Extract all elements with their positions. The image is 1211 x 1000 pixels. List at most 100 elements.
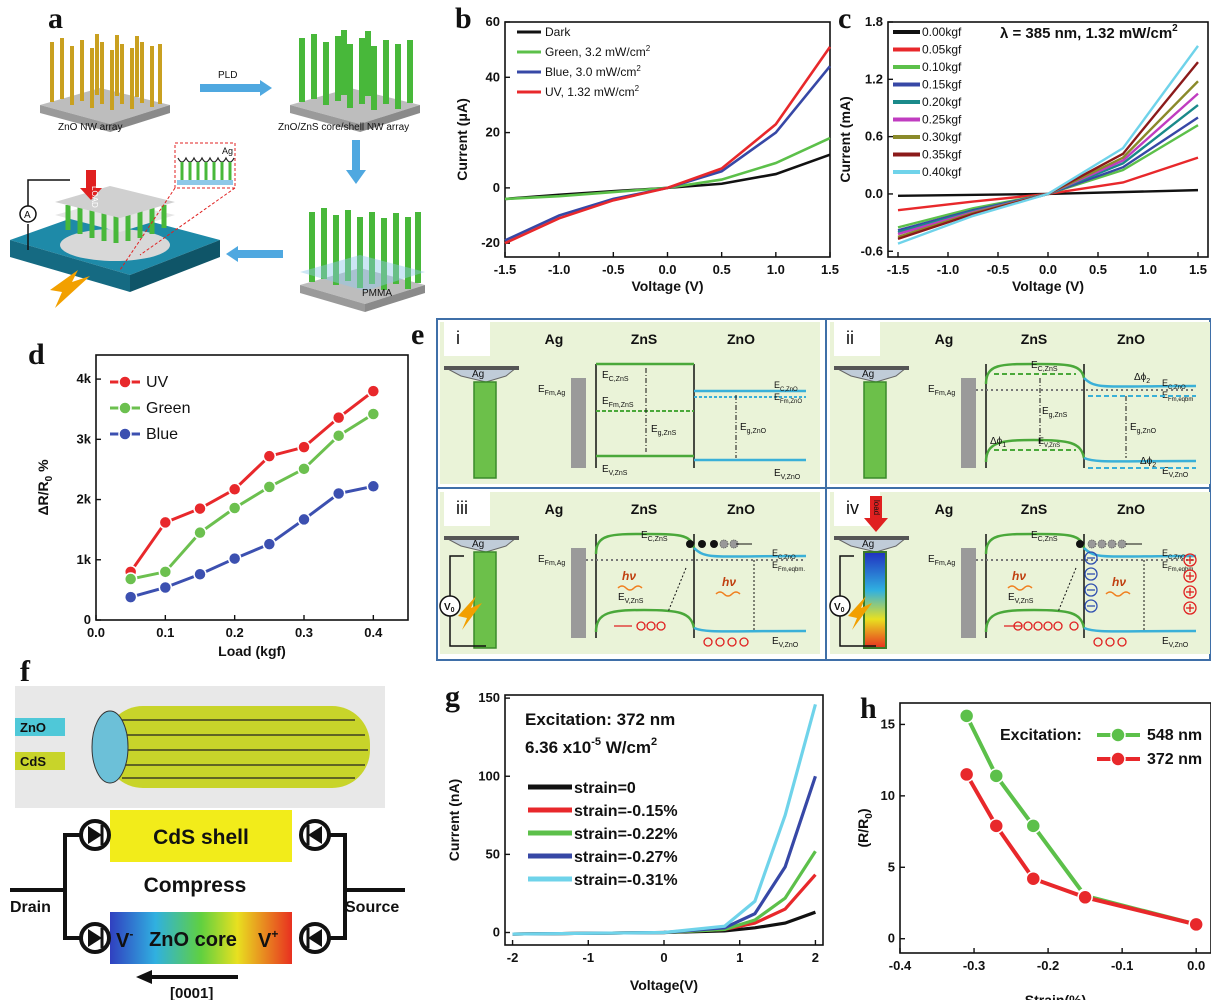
pmma-array-illustration xyxy=(300,208,425,312)
y-axis-title: (R/R0) xyxy=(855,808,875,847)
ag-metal-block xyxy=(571,548,586,638)
label-pmma: PMMA xyxy=(362,288,392,299)
hole-icon xyxy=(1023,621,1033,631)
circuit-wires xyxy=(10,833,405,940)
down-arrow xyxy=(346,140,366,184)
x-tick-label: 0.4 xyxy=(364,625,383,640)
efm-ag-label: EFm,Ag xyxy=(538,384,565,397)
panel-label-e: e xyxy=(411,318,425,351)
data-point xyxy=(958,708,975,724)
plot-frame xyxy=(504,694,824,946)
hv-label-2: hν xyxy=(722,575,736,589)
inset-zoom xyxy=(119,142,236,271)
hv-label-2: hν xyxy=(1112,575,1126,589)
y-axis-title-main: (R/R xyxy=(855,819,871,848)
column-zns: ZnS xyxy=(1021,331,1047,347)
ec-zns-label: EC,ZnS xyxy=(1031,360,1058,373)
x-tick-label: 1.5 xyxy=(1189,262,1207,277)
ec-zns-label-sub: C,ZnS xyxy=(609,376,629,383)
roman-label-bg xyxy=(834,320,880,356)
zno-conduction-band xyxy=(1083,377,1197,388)
x-tick-label: -1.0 xyxy=(548,262,570,277)
label-load: LOAD xyxy=(90,186,99,208)
x-tick-label: 0.5 xyxy=(713,262,731,277)
chart-c-title: λ = 385 nm, 1.32 mW/cm2 xyxy=(1000,23,1178,42)
efm-eqbm-label-sub: Fm,eqbm xyxy=(1168,397,1193,403)
y-tick-label: 5 xyxy=(888,859,895,874)
v0-label: V0 xyxy=(834,602,845,614)
v0-main: V xyxy=(834,602,841,613)
positive-charge-icon xyxy=(1183,585,1197,599)
device-illustration xyxy=(10,170,220,308)
eg-zns-label-main: E xyxy=(1042,406,1049,417)
y-tick-label: 4k xyxy=(77,371,92,386)
photon-wave-icon-1 xyxy=(617,585,643,591)
eg-zno-label-sub: g,ZnO xyxy=(1137,428,1157,435)
ag-metal-block xyxy=(961,548,976,638)
y-axis-title-tail: % xyxy=(35,459,51,476)
legend-label-8: 0.40kgf xyxy=(922,165,962,179)
column-ag: Ag xyxy=(545,501,564,517)
data-point xyxy=(297,512,311,527)
efm-zns-label: EFm,ZnS xyxy=(602,396,634,409)
column-zno: ZnO xyxy=(727,331,755,347)
legend-label-3: strain=-0.27% xyxy=(574,849,678,866)
photon-wave-icon-2 xyxy=(1105,591,1131,597)
x-tick-label: -1.0 xyxy=(937,262,959,277)
positive-charge-icon xyxy=(1183,601,1197,615)
efm-eqbm-label-sub: Fm,eqbm xyxy=(1168,567,1193,573)
x-axis-title: Strain(%) xyxy=(1025,992,1086,1000)
data-point xyxy=(331,486,346,501)
x-tick-label: 0.2 xyxy=(226,625,244,640)
column-zns: ZnS xyxy=(1021,501,1047,517)
zns-valence-band xyxy=(594,608,696,633)
hole-icon xyxy=(727,637,737,647)
y-axis-title-sub: 0 xyxy=(864,813,875,819)
efm-zns-label-main: E xyxy=(602,396,609,407)
y-tick-label: 50 xyxy=(486,846,500,861)
chart-c-title-sup: 2 xyxy=(1172,23,1178,34)
data-point xyxy=(1025,818,1042,834)
data-point xyxy=(988,768,1005,784)
ev-zns-label: EV,ZnS xyxy=(1008,592,1034,605)
ec-zno-label-main: E xyxy=(1162,548,1168,558)
light-bolt-icon xyxy=(848,596,872,630)
load-arrow-icon xyxy=(870,496,882,520)
electron-faint-icon xyxy=(1107,539,1117,549)
y-axis-title: Current (nA) xyxy=(446,779,462,861)
y-tick-label: 0 xyxy=(888,931,895,946)
diode-icon-1 xyxy=(79,819,111,851)
negative-charge-icon xyxy=(1084,567,1098,581)
eg-zno-label-sub: g,ZnO xyxy=(747,428,767,435)
x-tick-label: -1.5 xyxy=(887,262,909,277)
ev-zno-label-sub: V,ZnO xyxy=(1169,472,1189,479)
column-zno: ZnO xyxy=(1117,501,1145,517)
eg-zno-label-main: E xyxy=(1130,422,1137,433)
efm-ag-label: EFm,Ag xyxy=(538,554,565,567)
y-axis-title: Current (mA) xyxy=(838,96,853,182)
electron-faint-icon xyxy=(1097,539,1107,549)
panel-label-c: c xyxy=(838,2,852,35)
legend-label-4: 0.20kgf xyxy=(922,95,962,109)
legend-marker-1 xyxy=(1110,751,1126,767)
panel-label-g: g xyxy=(445,680,460,713)
hole-icon xyxy=(1043,621,1053,631)
band-diagram-bg xyxy=(830,492,1210,654)
efm-eqbm-label-main: E xyxy=(772,560,778,570)
data-point xyxy=(262,449,277,463)
ag-metal-top xyxy=(961,548,973,556)
y-tick-label: 0 xyxy=(493,925,500,940)
data-point xyxy=(158,565,173,579)
direction-arrow-icon xyxy=(136,970,238,984)
legend-label-main: UV, 1.32 mW/cm xyxy=(545,85,635,99)
nanowire xyxy=(473,381,497,479)
ev-zno-label-main: E xyxy=(772,636,779,647)
band-diagram-bg xyxy=(440,492,820,654)
zno-valence-band xyxy=(1083,456,1197,463)
hole-icon xyxy=(715,637,725,647)
chart-h-legend-title: Excitation: xyxy=(1000,727,1082,744)
direction-label: [0001] xyxy=(170,985,213,1000)
panel-f-schematic: ZnO CdS CdS shell Compress V- ZnO core V… xyxy=(10,686,405,1000)
zns-valence-band xyxy=(984,608,1086,633)
y-axis-title: ΔR/R0 % xyxy=(35,459,55,516)
